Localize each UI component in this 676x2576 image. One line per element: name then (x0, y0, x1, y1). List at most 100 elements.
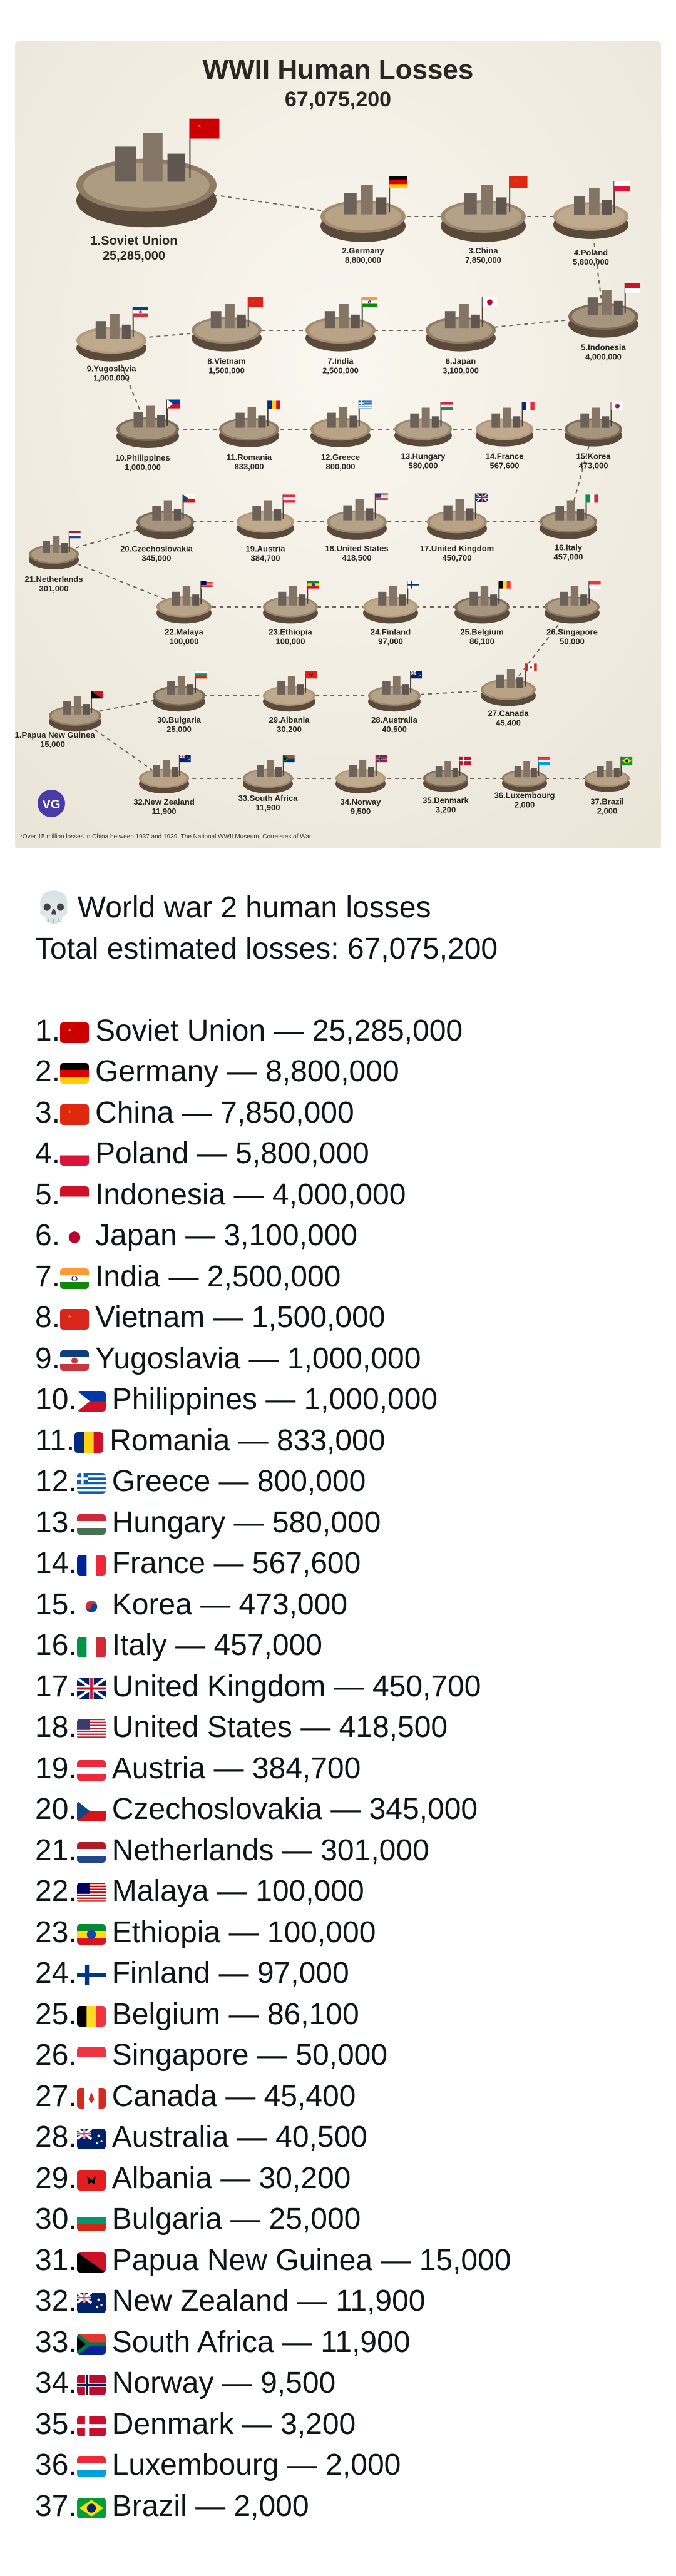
list-separator: — (188, 1137, 236, 1170)
list-item-singapore: 26. Singapore — 50,000 (35, 2035, 661, 2076)
diorama-korea (565, 402, 623, 447)
flag-icon-norway (376, 755, 387, 763)
list-separator: — (292, 1711, 339, 1744)
list-losses: 1,000,000 (287, 1341, 421, 1375)
diorama-malaya (156, 581, 213, 624)
list-losses: 580,000 (272, 1505, 381, 1539)
list-rank: 25. (35, 1997, 77, 2031)
list-losses: 97,000 (257, 1957, 349, 1990)
diorama-value-romania: 833,000 (235, 462, 264, 471)
list-rank: 24. (35, 1957, 77, 1990)
diorama-value-papua-new-guinea: 15,000 (40, 740, 65, 749)
losses-list: 1. Soviet Union — 25,285,000 2. Germany — 8… (35, 1011, 661, 2527)
list-rank: 14. (35, 1547, 77, 1580)
infographic-footnote: *Over 15 million losses in China between… (20, 833, 312, 840)
flag-icon-hungary (76, 1514, 106, 1535)
diorama-value-denmark: 3,200 (436, 805, 456, 815)
diorama-value-yugoslavia: 1,000,000 (93, 374, 130, 383)
list-item-vietnam: 8. Vietnam — 1,500,000 (35, 1297, 661, 1338)
flag-icon-japan (60, 1227, 90, 1248)
list-item-soviet-union: 1. Soviet Union — 25,285,000 (35, 1011, 661, 1052)
list-rank: 37. (35, 2489, 77, 2523)
diorama-label-japan: 6.Japan (446, 357, 476, 366)
flag-icon-luxembourg (76, 2456, 106, 2477)
list-country: Romania (110, 1423, 230, 1457)
list-separator: — (205, 1301, 252, 1334)
diorama-label-norway: 34.Norway (340, 797, 381, 807)
diorama-label-australia: 28.Australia (371, 715, 417, 725)
list-rank: 6. (35, 1219, 61, 1252)
list-country: Albania (111, 2161, 212, 2195)
list-separator: — (210, 1957, 257, 1990)
list-separator: — (274, 1833, 321, 1867)
diorama-label-united-kingdom: 17.United Kingdom (420, 544, 494, 553)
diorama-label-finland: 24.Finland (371, 627, 411, 636)
list-country: Germany (95, 1055, 219, 1088)
list-losses: 4,000,000 (272, 1178, 406, 1211)
list-rank: 15. (35, 1587, 77, 1621)
list-country: Soviet Union (95, 1014, 266, 1047)
list-losses: 1,000,000 (304, 1383, 438, 1416)
list-item-belgium: 25. Belgium — 86,100 (35, 1994, 661, 2035)
list-rank: 21. (35, 1833, 77, 1867)
flag-icon-finland (407, 581, 419, 589)
list-rank: 16. (35, 1629, 77, 1662)
diorama-label-denmark: 35.Denmark (422, 796, 469, 805)
diorama-label-hungary: 13.Hungary (401, 452, 446, 461)
list-country: Papua New Guinea (111, 2243, 373, 2277)
list-rank: 30. (35, 2202, 77, 2236)
list-item-italy: 16. Italy — 457,000 (35, 1625, 661, 1666)
flag-icon-albania (76, 2169, 106, 2191)
diorama-france (476, 402, 535, 447)
flag-icon-united-kingdom (475, 493, 488, 502)
list-losses: 15,000 (419, 2243, 511, 2277)
list-separator: — (372, 2243, 419, 2277)
list-country: France (111, 1547, 206, 1580)
diorama-label-vietnam: 8.Vietnam (207, 357, 245, 366)
diorama-australia (368, 671, 422, 712)
diorama-austria (237, 494, 295, 539)
flag-icon-papua-new-guinea (76, 2251, 106, 2273)
diorama-label-italy: 16.Italy (555, 543, 583, 552)
diorama-south-africa (243, 755, 295, 794)
list-separator: — (205, 1751, 252, 1785)
diorama-value-luxembourg: 2,000 (515, 800, 535, 810)
flag-icon-brazil (621, 756, 633, 765)
diorama-label-yugoslavia: 9.Yugoslavia (87, 364, 137, 374)
list-separator: — (192, 1587, 239, 1621)
list-losses: 9,500 (260, 2366, 336, 2400)
list-losses: 2,500,000 (207, 1260, 341, 1293)
diorama-italy (540, 494, 598, 539)
list-country: Belgium (111, 1997, 221, 2031)
flag-icon-czechoslovakia (76, 1801, 106, 1821)
flag-icon-malaya (76, 1883, 106, 1903)
flag-icon-china (60, 1104, 90, 1125)
list-item-greece: 12. Greece — 800,000 (35, 1461, 661, 1502)
flag-icon-singapore (589, 581, 601, 589)
list-item-south-africa: 33. South Africa — 11,900 (35, 2322, 661, 2363)
diorama-value-ethiopia: 100,000 (276, 636, 305, 646)
diorama-label-greece: 12.Greece (321, 452, 360, 462)
diorama-label-singapore: 26.Singapore (546, 627, 598, 636)
diorama-value-indonesia: 4,000,000 (585, 352, 622, 362)
list-country: Czechoslovakia (111, 1793, 322, 1826)
list-item-bulgaria: 30. Bulgaria — 25,000 (35, 2199, 661, 2240)
flag-icon-new-zealand (179, 755, 191, 763)
flag-icon-netherlands (69, 531, 81, 539)
diorama-value-vietnam: 1,500,000 (208, 366, 245, 375)
flag-icon-germany (389, 176, 407, 188)
list-item-germany: 2. Germany — 8,800,000 (35, 1051, 661, 1092)
list-country: Philippines (111, 1383, 257, 1416)
list-country: Greece (111, 1465, 211, 1498)
post-total-line: Total estimated losses: 67,075,200 (35, 932, 498, 965)
list-country: South Africa (111, 2325, 274, 2359)
flag-icon-romania (74, 1432, 104, 1453)
diorama-label-new-zealand: 32.New Zealand (133, 797, 195, 807)
flag-icon-south-africa (76, 2333, 106, 2355)
diorama-philippines (116, 399, 180, 448)
infographic-title: WWII Human Losses (203, 54, 474, 85)
list-country: Singapore (111, 2039, 249, 2072)
list-separator: — (225, 1178, 272, 1211)
diorama-value-china: 7,850,000 (465, 255, 501, 265)
diorama-value-south-africa: 11,900 (255, 803, 280, 812)
